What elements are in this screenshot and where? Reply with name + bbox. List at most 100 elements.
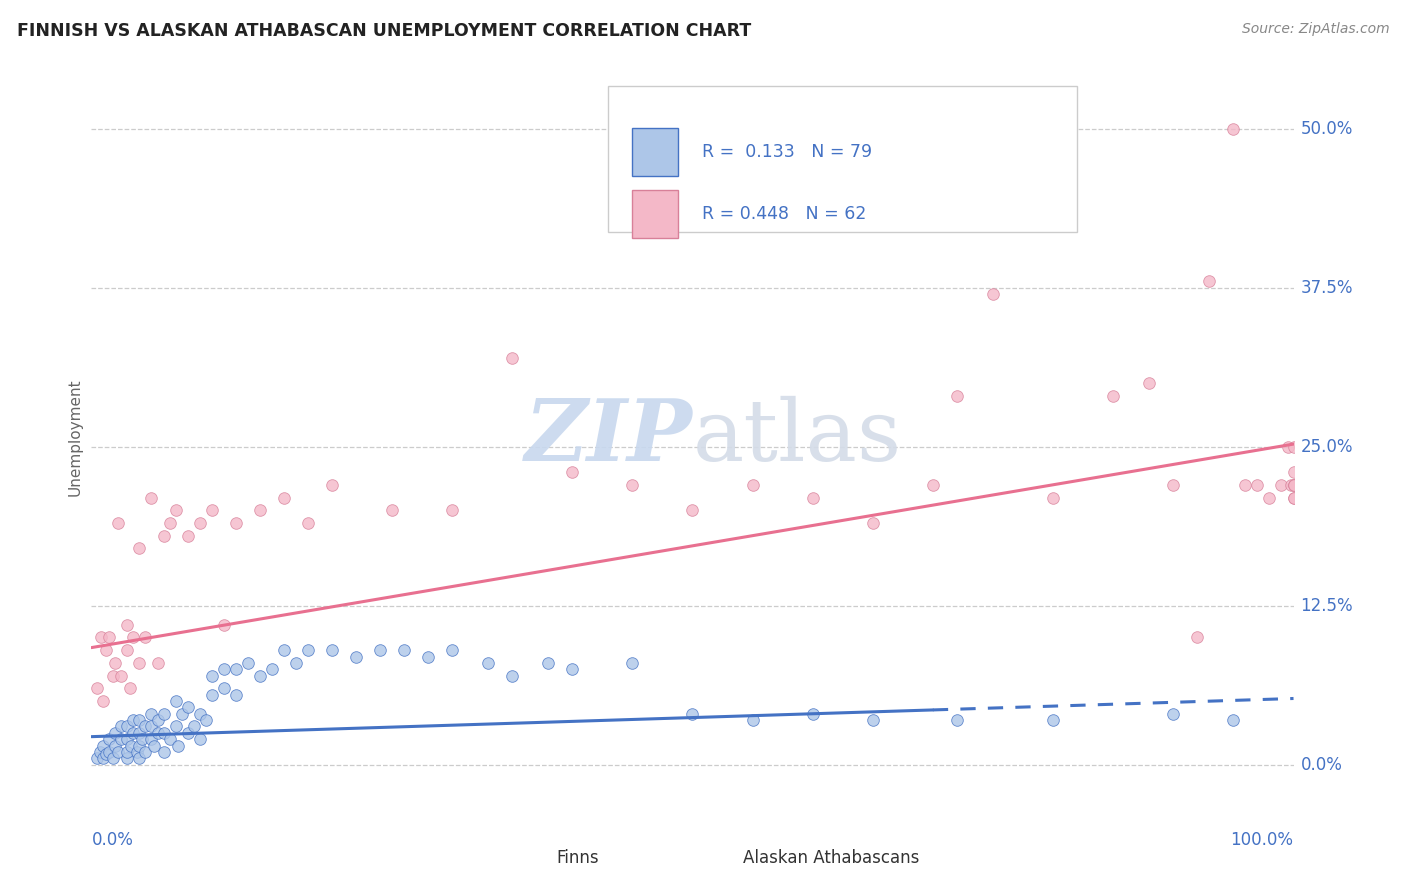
- Point: [94, 643, 117, 657]
- Point: [212, 662, 235, 676]
- Point: [297, 643, 319, 657]
- Point: [104, 726, 127, 740]
- Point: [188, 516, 211, 530]
- Point: [212, 617, 235, 632]
- Point: [440, 503, 463, 517]
- Point: [801, 706, 824, 721]
- Point: [134, 631, 156, 645]
- Point: [167, 739, 190, 753]
- Point: [194, 713, 217, 727]
- Point: [110, 719, 132, 733]
- Point: [249, 668, 271, 682]
- Point: [93, 751, 115, 765]
- Text: 25.0%: 25.0%: [1301, 438, 1353, 456]
- Point: [501, 351, 523, 365]
- Point: [176, 700, 198, 714]
- Text: 12.5%: 12.5%: [1301, 597, 1353, 615]
- Point: [201, 503, 224, 517]
- Point: [118, 681, 141, 696]
- Point: [946, 389, 969, 403]
- Point: [107, 516, 129, 530]
- Point: [165, 694, 187, 708]
- Point: [1279, 477, 1302, 491]
- Point: [392, 643, 415, 657]
- Text: Source: ZipAtlas.com: Source: ZipAtlas.com: [1241, 22, 1389, 37]
- Point: [201, 668, 224, 682]
- Point: [1270, 477, 1292, 491]
- Bar: [704, 844, 734, 871]
- Point: [94, 747, 117, 762]
- Point: [1282, 477, 1305, 491]
- Point: [165, 719, 187, 733]
- Point: [501, 668, 523, 682]
- Point: [561, 662, 583, 676]
- Point: [141, 706, 163, 721]
- Point: [1234, 477, 1257, 491]
- Point: [1282, 491, 1305, 505]
- Point: [152, 706, 174, 721]
- Point: [862, 516, 884, 530]
- Point: [1222, 713, 1244, 727]
- Point: [117, 643, 139, 657]
- Point: [862, 713, 884, 727]
- Point: [98, 732, 121, 747]
- Point: [146, 656, 169, 670]
- Point: [117, 745, 139, 759]
- Point: [537, 656, 560, 670]
- Point: [152, 745, 174, 759]
- Point: [188, 732, 211, 747]
- Point: [117, 751, 139, 765]
- Point: [1137, 376, 1160, 390]
- Point: [621, 477, 644, 491]
- Point: [146, 713, 169, 727]
- Point: [128, 656, 150, 670]
- Point: [1042, 491, 1064, 505]
- Point: [125, 745, 148, 759]
- Point: [122, 631, 145, 645]
- Point: [260, 662, 283, 676]
- Point: [128, 739, 150, 753]
- Text: FINNISH VS ALASKAN ATHABASCAN UNEMPLOYMENT CORRELATION CHART: FINNISH VS ALASKAN ATHABASCAN UNEMPLOYME…: [17, 22, 751, 40]
- Point: [131, 732, 153, 747]
- Point: [86, 681, 108, 696]
- Point: [107, 745, 129, 759]
- Point: [98, 745, 121, 759]
- Point: [141, 491, 163, 505]
- Point: [101, 668, 124, 682]
- Point: [117, 617, 139, 632]
- Point: [1161, 706, 1184, 721]
- Point: [440, 643, 463, 657]
- Point: [141, 719, 163, 733]
- Point: [1282, 477, 1305, 491]
- Point: [122, 726, 145, 740]
- Point: [621, 656, 644, 670]
- Point: [321, 477, 343, 491]
- Point: [188, 706, 211, 721]
- Point: [416, 649, 439, 664]
- Point: [201, 688, 224, 702]
- Text: 100.0%: 100.0%: [1230, 830, 1294, 848]
- Point: [141, 732, 163, 747]
- Point: [117, 732, 139, 747]
- Point: [1198, 274, 1220, 288]
- Point: [212, 681, 235, 696]
- Point: [176, 529, 198, 543]
- Point: [477, 656, 499, 670]
- Point: [159, 516, 181, 530]
- Text: 0.0%: 0.0%: [91, 830, 134, 848]
- Point: [344, 649, 367, 664]
- Point: [152, 726, 174, 740]
- Point: [134, 745, 156, 759]
- Point: [1187, 631, 1209, 645]
- Point: [381, 503, 404, 517]
- Point: [1282, 465, 1305, 479]
- Point: [801, 491, 824, 505]
- Point: [176, 726, 198, 740]
- Point: [741, 713, 763, 727]
- Point: [128, 726, 150, 740]
- Point: [1246, 477, 1268, 491]
- Point: [122, 713, 145, 727]
- Point: [1282, 491, 1305, 505]
- Point: [1102, 389, 1125, 403]
- FancyBboxPatch shape: [609, 86, 1077, 232]
